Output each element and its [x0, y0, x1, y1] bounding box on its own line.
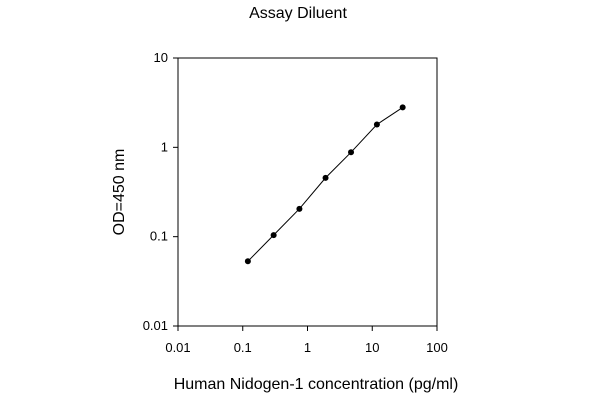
y-axis: 0.01 0.1 1 10: [143, 50, 178, 333]
x-tick-label: 1: [304, 340, 311, 355]
data-point: [270, 232, 277, 239]
data-point: [244, 258, 251, 265]
x-axis-label: Human Nidogen-1 concentration (pg/ml): [174, 376, 459, 393]
data-point: [348, 149, 355, 156]
plot-area: [177, 57, 438, 327]
y-axis-label: OD=450 nm: [111, 149, 128, 236]
data-point: [296, 205, 303, 212]
x-tick-label: 100: [426, 340, 448, 355]
x-tick-label: 0.01: [165, 340, 190, 355]
x-tick-label: 0.1: [234, 340, 252, 355]
series-line: [247, 106, 403, 262]
y-tick-label: 0.1: [150, 229, 168, 244]
x-tick-label: 10: [365, 340, 379, 355]
data-point: [373, 121, 380, 128]
chart-title: Assay Diluent: [249, 5, 347, 22]
y-tick-label: 10: [154, 50, 168, 65]
data-point: [322, 174, 329, 181]
y-tick-label: 1: [161, 139, 168, 154]
data-point: [399, 104, 406, 111]
series-layer: [244, 104, 406, 265]
x-axis: 0.01 0.1 1 10 100: [165, 326, 448, 355]
y-tick-label: 0.01: [143, 318, 168, 333]
